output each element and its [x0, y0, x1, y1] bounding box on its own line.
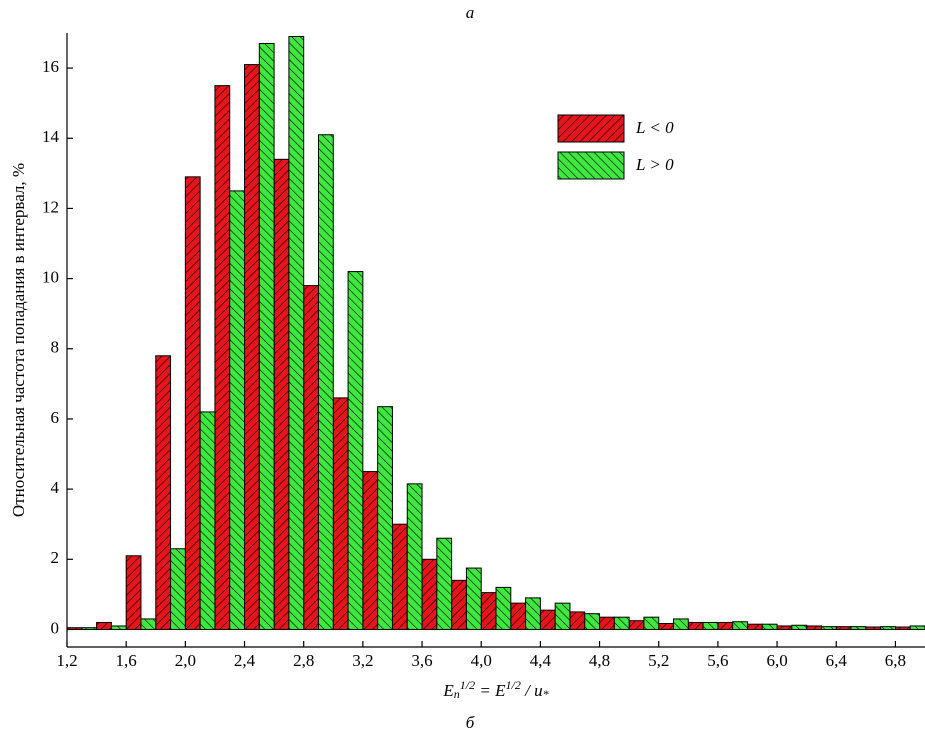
x-tick-label: 1,2 [56, 651, 77, 670]
y-tick-label: 2 [51, 548, 60, 567]
bar [643, 616, 660, 630]
x-axis-label-part: 1/2 [506, 678, 521, 692]
bar [229, 190, 246, 630]
bar [613, 616, 630, 630]
bar [628, 620, 645, 630]
x-tick-label: 6,8 [885, 651, 906, 670]
bar [362, 471, 379, 630]
x-tick-label: 4,0 [471, 651, 492, 670]
x-axis-label-part: 1/2 [460, 678, 475, 692]
x-axis-label-part: * [543, 687, 549, 701]
x-tick-label: 6,0 [766, 651, 787, 670]
bar [273, 158, 290, 630]
bar [421, 558, 438, 630]
bar [746, 623, 763, 630]
bar [465, 567, 482, 630]
bar [732, 621, 748, 630]
y-tick-label: 4 [51, 478, 60, 497]
x-tick-label: 5,2 [648, 651, 669, 670]
x-tick-label: 3,6 [411, 651, 432, 670]
bar [244, 64, 260, 630]
bar [539, 609, 556, 630]
bar [850, 626, 867, 630]
bar [214, 85, 231, 630]
bar [110, 625, 127, 630]
x-tick-label: 4,4 [530, 651, 552, 670]
bar [880, 626, 896, 630]
bar [258, 43, 275, 630]
bar [569, 611, 586, 630]
caption: б [466, 713, 475, 732]
bar [717, 621, 734, 630]
x-tick-label: 3,2 [352, 651, 373, 670]
x-tick-label: 2,8 [293, 651, 314, 670]
bar [776, 625, 793, 630]
y-tick-label: 0 [51, 618, 60, 637]
bar [495, 586, 512, 630]
bar [687, 621, 704, 630]
bar [66, 627, 83, 630]
x-tick-label: 2,4 [234, 651, 256, 670]
bar [332, 397, 349, 630]
bar [525, 597, 541, 630]
x-axis-label-part: / u [521, 681, 543, 700]
bar [584, 613, 601, 630]
bar [510, 602, 527, 630]
x-axis-label: En1/2 = E1/2 / u* [442, 678, 548, 701]
legend-swatch [557, 151, 625, 180]
x-tick-label: 6,4 [826, 651, 848, 670]
x-tick-label: 4,8 [589, 651, 610, 670]
x-axis-label-part: = E [475, 681, 506, 700]
bar [909, 625, 925, 630]
bar [170, 548, 186, 630]
bar [894, 626, 911, 630]
y-tick-label: 12 [42, 197, 59, 216]
bar [125, 555, 142, 630]
bar [155, 355, 172, 630]
legend-label: L < 0 [635, 118, 674, 137]
bar [658, 622, 675, 630]
bar [820, 626, 837, 630]
bar [865, 626, 882, 630]
bar [303, 285, 319, 630]
y-tick-label: 8 [51, 338, 60, 357]
legend-label: L > 0 [635, 155, 674, 174]
bar [761, 623, 778, 630]
bar [317, 134, 334, 630]
chart-title: а [466, 3, 475, 22]
bar [96, 621, 112, 630]
bar [391, 523, 408, 630]
bar [184, 176, 201, 630]
bar [140, 618, 157, 630]
bar [791, 624, 808, 630]
bar [835, 626, 852, 630]
bar [406, 483, 423, 630]
bar [673, 618, 689, 630]
bar [702, 621, 719, 630]
bar [806, 625, 822, 630]
bar [347, 271, 364, 630]
x-axis-label-part: n [454, 687, 460, 701]
bar [377, 406, 393, 630]
y-axis-label: Относительная частота попадания в интерв… [9, 163, 28, 517]
x-axis-label-part: E [442, 681, 454, 700]
bar [81, 627, 98, 630]
y-tick-label: 16 [42, 57, 59, 76]
y-tick-label: 14 [42, 127, 60, 146]
y-tick-label: 10 [42, 268, 59, 287]
x-tick-label: 5,6 [707, 651, 728, 670]
bar [451, 579, 467, 630]
bar [199, 411, 216, 630]
bar [436, 537, 453, 630]
legend-swatch [557, 114, 625, 143]
bar [480, 592, 497, 630]
x-tick-label: 2,0 [175, 651, 196, 670]
y-tick-label: 6 [51, 408, 60, 427]
bar [599, 616, 615, 630]
bar [554, 602, 571, 630]
x-tick-label: 1,6 [116, 651, 137, 670]
bar [288, 36, 305, 630]
